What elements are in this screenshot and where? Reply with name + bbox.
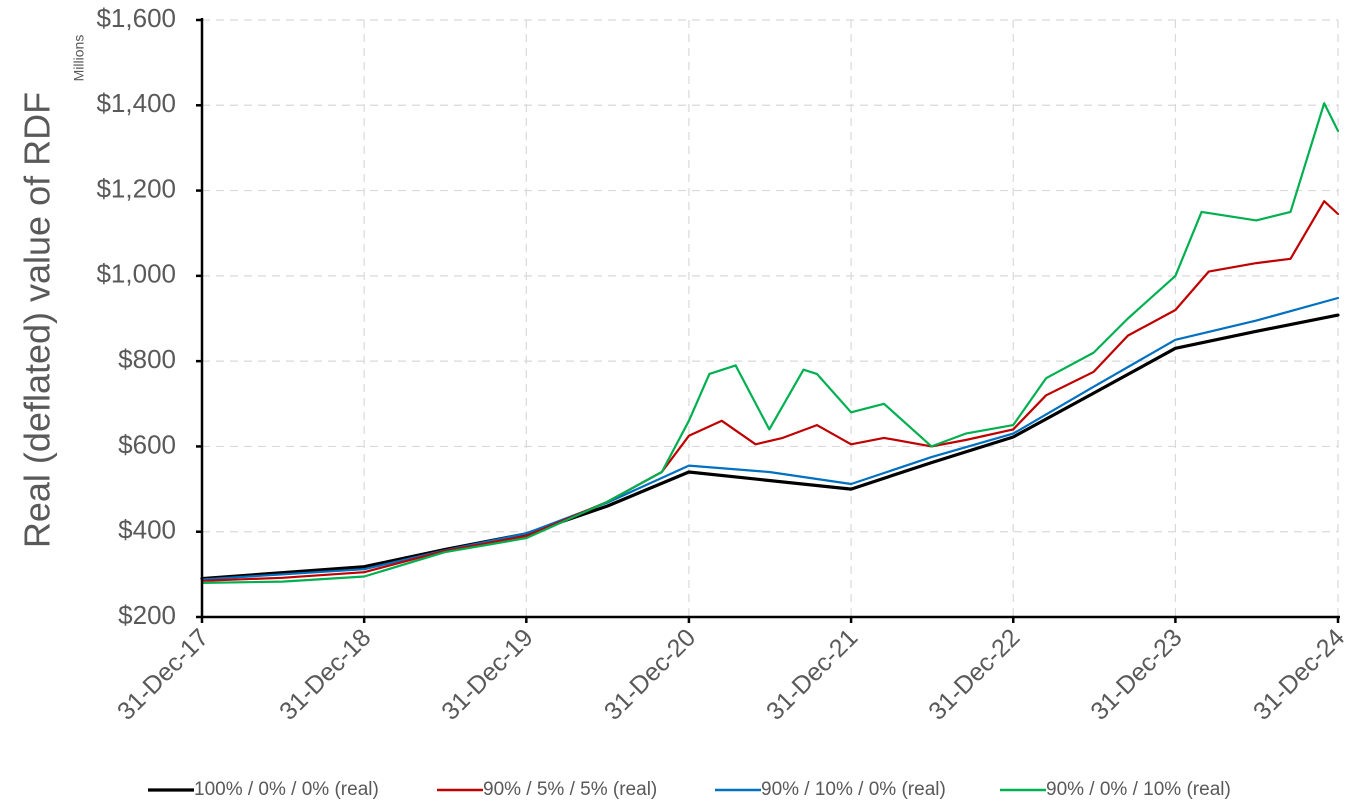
- legend-item-4: 90% / 0% / 10% (real): [1000, 779, 1231, 800]
- series-line-3: [200, 296, 1340, 581]
- x-tick-label: 31-Dec-23: [1085, 623, 1187, 725]
- legend-item-1: 100% / 0% / 0% (real): [148, 779, 379, 800]
- y-tick-label: $1,400: [96, 88, 176, 118]
- y-tick-label: $600: [118, 429, 176, 459]
- series-lines: [200, 102, 1340, 585]
- x-tick-label: 31-Dec-19: [436, 623, 538, 725]
- x-tick-label: 31-Dec-24: [1248, 623, 1350, 725]
- y-tick-labels: $200 $400 $600 $800 $1,000 $1,200 $1,400 $1,600: [96, 3, 176, 630]
- legend-item-2: 90% / 5% / 5% (real): [437, 779, 657, 800]
- y-tick-label: $1,600: [96, 3, 176, 33]
- y-tick-label: $1,000: [96, 259, 176, 289]
- axes: [196, 18, 1340, 623]
- legend-item-3: 90% / 10% / 0% (real): [715, 779, 946, 800]
- x-tick-labels: 31-Dec-17 31-Dec-18 31-Dec-19 31-Dec-20 31-D…: [112, 623, 1350, 725]
- x-tick-label: 31-Dec-20: [599, 623, 701, 725]
- x-tick-label: 31-Dec-18: [274, 623, 376, 725]
- y-tick-label: $1,200: [96, 173, 176, 203]
- series-line-4: [200, 102, 1340, 585]
- y-tick-label: $800: [118, 344, 176, 374]
- legend-label: 90% / 10% / 0% (real): [761, 779, 946, 800]
- x-tick-label: 31-Dec-21: [761, 623, 863, 725]
- legend: 100% / 0% / 0% (real) 90% / 5% / 5% (real…: [148, 779, 1231, 800]
- y-units-label: Millions: [71, 35, 87, 82]
- legend-label: 90% / 0% / 10% (real): [1046, 779, 1231, 800]
- gridlines: [202, 19, 1339, 617]
- y-axis-title: Real (deflated) value of RDF: [17, 92, 58, 548]
- x-tick-label: 31-Dec-22: [923, 623, 1025, 725]
- y-tick-label: $400: [118, 515, 176, 545]
- legend-label: 100% / 0% / 0% (real): [194, 779, 379, 800]
- legend-label: 90% / 5% / 5% (real): [483, 779, 657, 800]
- series-line-2: [200, 200, 1340, 582]
- y-tick-label: $200: [118, 600, 176, 630]
- x-tick-label: 31-Dec-17: [112, 623, 214, 725]
